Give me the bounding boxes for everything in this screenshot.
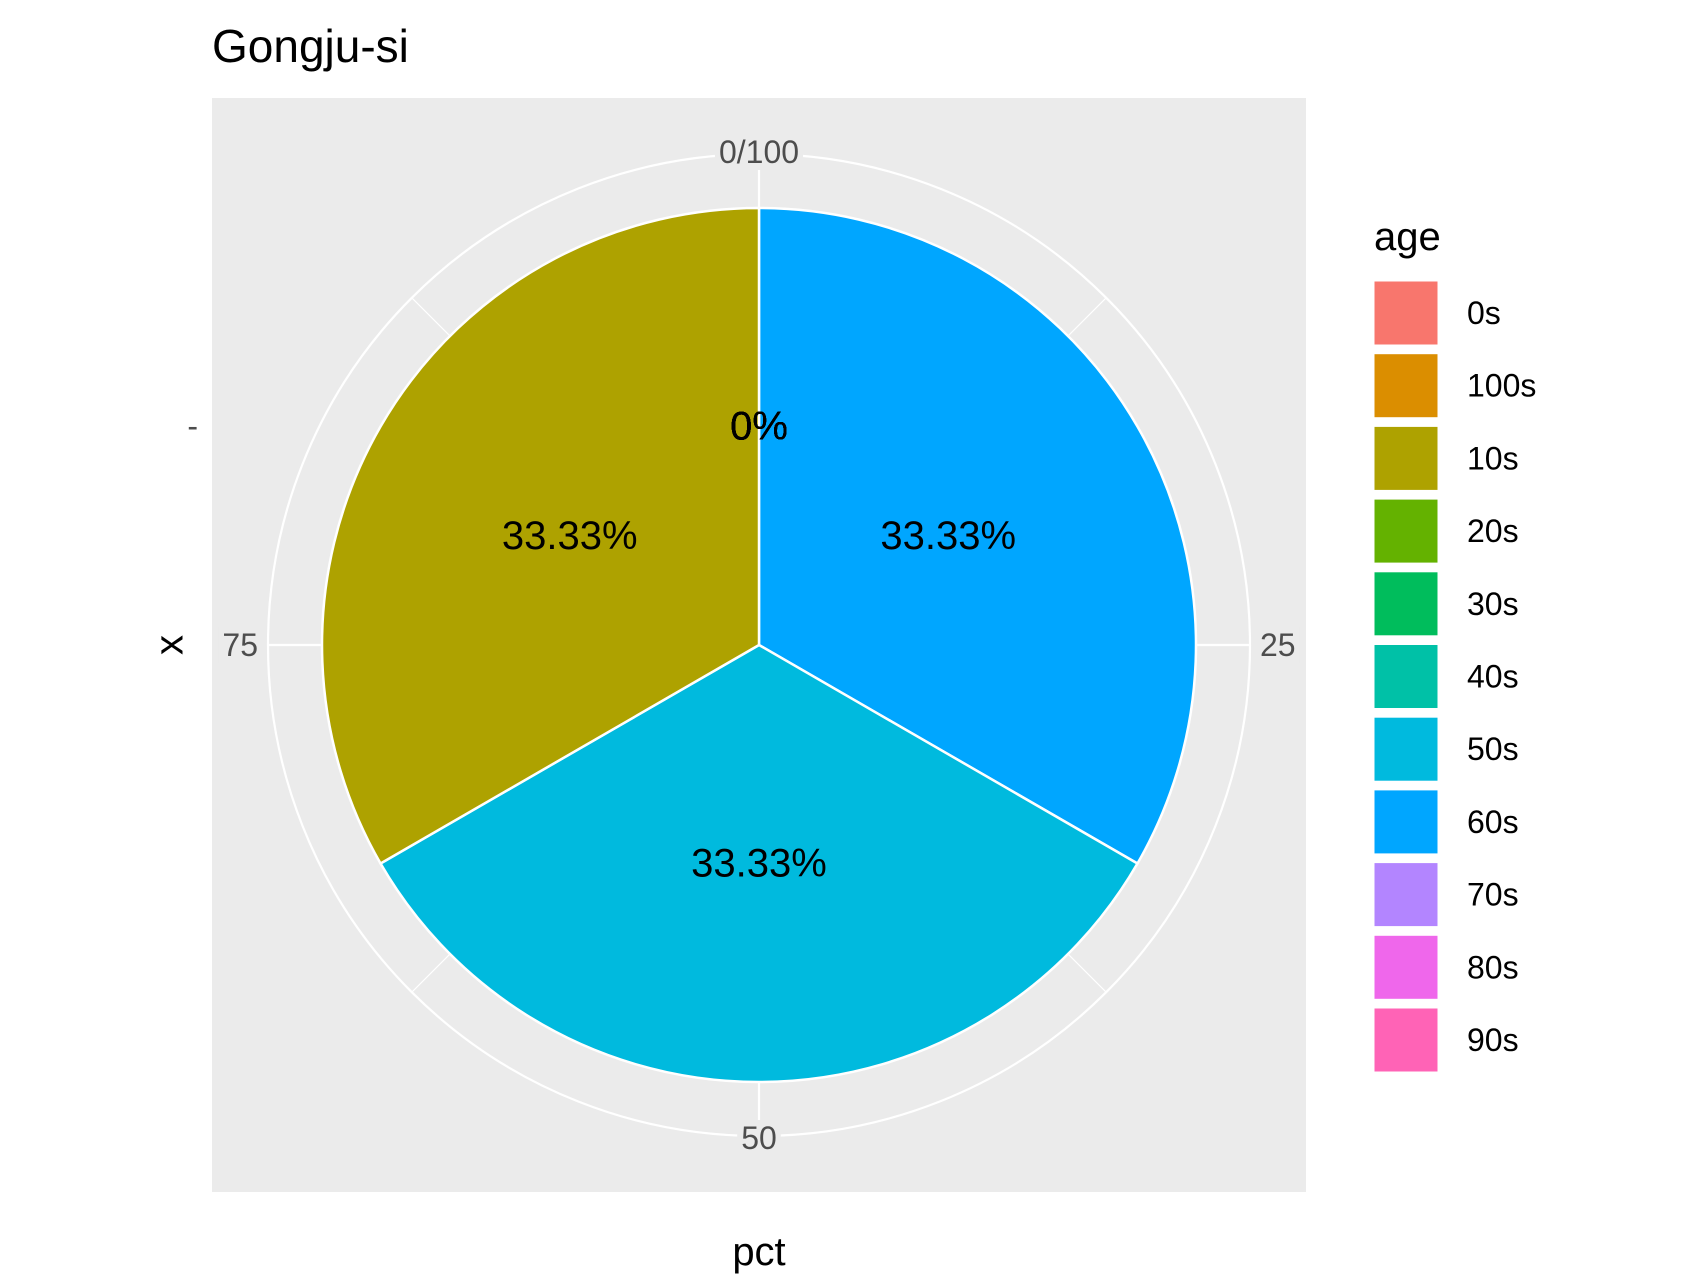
legend-key-10s (1373, 425, 1439, 491)
x-axis-title: pct (732, 1230, 785, 1274)
legend-key-50s (1373, 716, 1439, 782)
legend-key-90s (1373, 1007, 1439, 1073)
angle-ticks: 0/100 25 50 75 (218, 134, 1300, 1156)
legend-label-10s: 10s (1467, 440, 1519, 476)
tick-label-bg (737, 1120, 781, 1156)
tick-label-bg (714, 134, 804, 170)
legend-key-0s (1373, 280, 1439, 346)
legend-key-80s (1373, 934, 1439, 1000)
pie-slices (320, 206, 1198, 1084)
slice-label-20s: 0% (730, 405, 788, 449)
legend-label-100s: 100s (1467, 368, 1536, 404)
slice-label-40s: 0% (730, 405, 788, 449)
legend-key-30s (1373, 571, 1439, 637)
slice-label-90s: 0% (730, 405, 788, 449)
slice-label-50s: 33.33% (691, 842, 827, 886)
y-axis-title: x (148, 635, 192, 655)
slice-labels: 33.33%33.33%33.33%0%0%0%0%0%0%0%0% (502, 405, 1016, 886)
y-tick-label: - (187, 408, 198, 444)
angle-tick-label: 0/100 (719, 134, 799, 170)
legend-label-80s: 80s (1467, 949, 1519, 985)
slice-label-100s: 0% (730, 405, 788, 449)
angle-tick-label: 25 (1260, 627, 1296, 663)
legend-key-100s (1373, 353, 1439, 419)
slice-60s (757, 206, 1198, 866)
legend-key-20s (1373, 498, 1439, 564)
tick-label-bg (1256, 627, 1300, 663)
angle-tick-label: 75 (222, 627, 258, 663)
slice-label-0s: 0% (730, 405, 788, 449)
legend-key-40s (1373, 644, 1439, 709)
chart-title: Gongju-si (212, 20, 409, 72)
legend: age 0s 100s 10s 20s 30s 40s 50s 60s 70s 80s 90s (1373, 215, 1536, 1073)
legend-key-70s (1373, 862, 1439, 928)
angle-tick-label: 50 (741, 1120, 777, 1156)
slice-label-10s: 33.33% (502, 514, 638, 558)
legend-label-20s: 20s (1467, 513, 1519, 549)
slice-label-70s: 0% (730, 405, 788, 449)
legend-label-30s: 30s (1467, 586, 1519, 622)
legend-title: age (1374, 215, 1441, 259)
legend-label-70s: 70s (1467, 877, 1519, 913)
legend-label-90s: 90s (1467, 1022, 1519, 1058)
legend-key-60s (1373, 789, 1439, 855)
slice-10s (320, 206, 761, 866)
legend-label-60s: 60s (1467, 804, 1519, 840)
slice-50s (378, 643, 1140, 1084)
legend-label-40s: 40s (1467, 659, 1519, 695)
slice-label-30s: 0% (730, 405, 788, 449)
legend-label-50s: 50s (1467, 731, 1519, 767)
legend-label-0s: 0s (1467, 295, 1501, 331)
slice-label-80s: 0% (730, 405, 788, 449)
slice-label-60s: 33.33% (880, 514, 1016, 558)
tick-label-bg (218, 627, 262, 663)
